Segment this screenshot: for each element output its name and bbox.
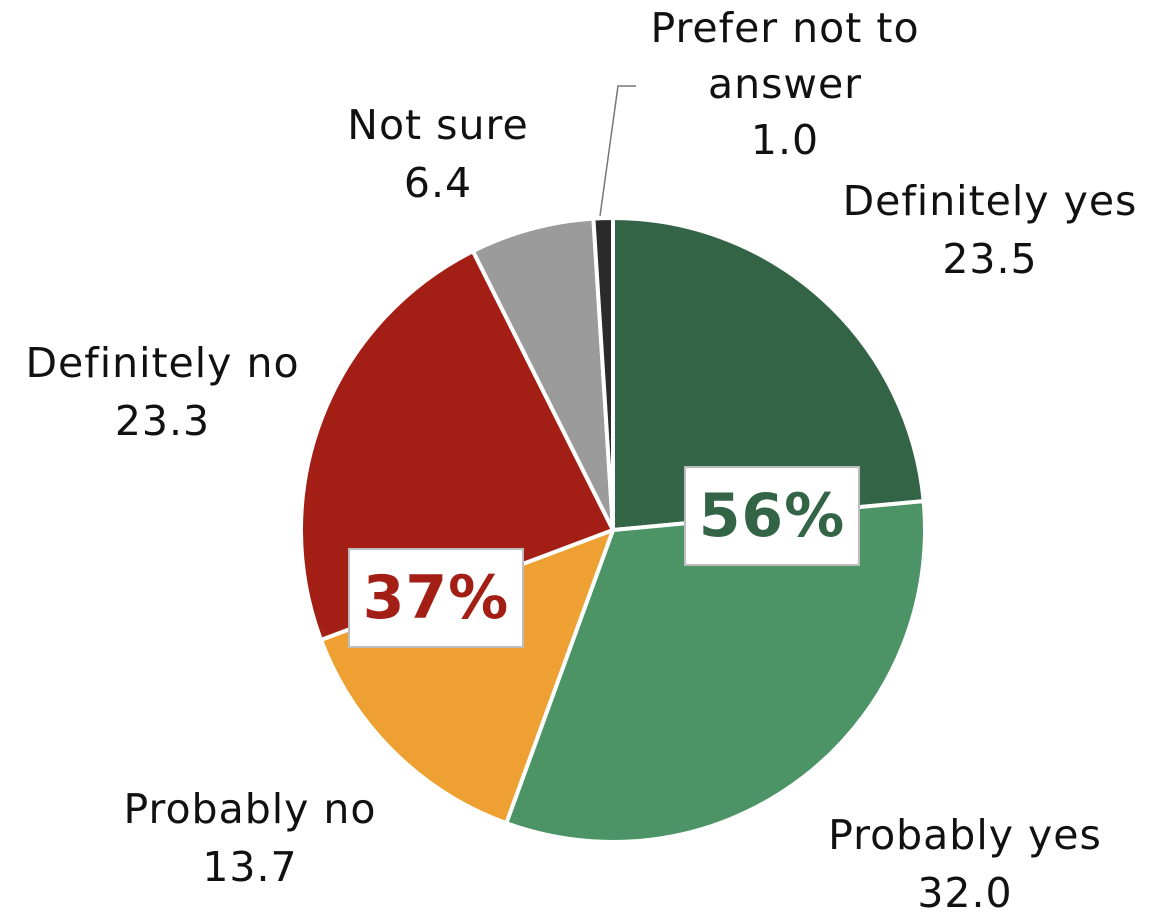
- pie-slice-prefer-not-to-answer: [591, 216, 615, 532]
- label-probably-yes: Probably yes 32.0: [810, 806, 1120, 922]
- label-not-sure: Not sure 6.4: [318, 96, 558, 212]
- label-definitely-yes-name: Definitely yes: [842, 177, 1138, 225]
- label-probably-yes-value: 32.0: [917, 869, 1013, 917]
- label-prefer-not-to-answer-name: Prefer not to answer: [650, 4, 920, 108]
- yes-total-callout: 56%: [684, 466, 860, 566]
- pie-slice-definitely-yes: [611, 216, 926, 532]
- label-not-sure-value: 6.4: [403, 159, 473, 207]
- label-probably-no: Probably no 13.7: [95, 780, 405, 896]
- label-prefer-not-to-answer: Prefer not to answer 1.0: [620, 0, 950, 168]
- no-total-text: 37%: [362, 563, 510, 633]
- pie-slice-probably-yes: [504, 499, 927, 844]
- no-total-callout: 37%: [348, 548, 524, 648]
- pie-slice-probably-no: [319, 528, 615, 826]
- pie-slices: [299, 216, 927, 844]
- label-probably-no-value: 13.7: [202, 843, 298, 891]
- label-definitely-no: Definitely no 23.3: [0, 334, 325, 450]
- label-probably-yes-name: Probably yes: [828, 811, 1102, 859]
- label-definitely-yes: Definitely yes 23.5: [830, 172, 1150, 288]
- yes-total-text: 56%: [698, 481, 846, 551]
- leader-line-prefer-not-to-answer: [599, 85, 636, 217]
- label-prefer-not-to-answer-value: 1.0: [750, 116, 820, 164]
- label-definitely-no-value: 23.3: [114, 397, 211, 445]
- pie-slice-definitely-no: [299, 249, 615, 642]
- pie-slice-not-sure: [470, 216, 615, 532]
- label-definitely-no-name: Definitely no: [25, 339, 300, 387]
- label-definitely-yes-value: 23.5: [942, 235, 1038, 283]
- label-probably-no-name: Probably no: [123, 785, 377, 833]
- label-not-sure-name: Not sure: [347, 101, 529, 149]
